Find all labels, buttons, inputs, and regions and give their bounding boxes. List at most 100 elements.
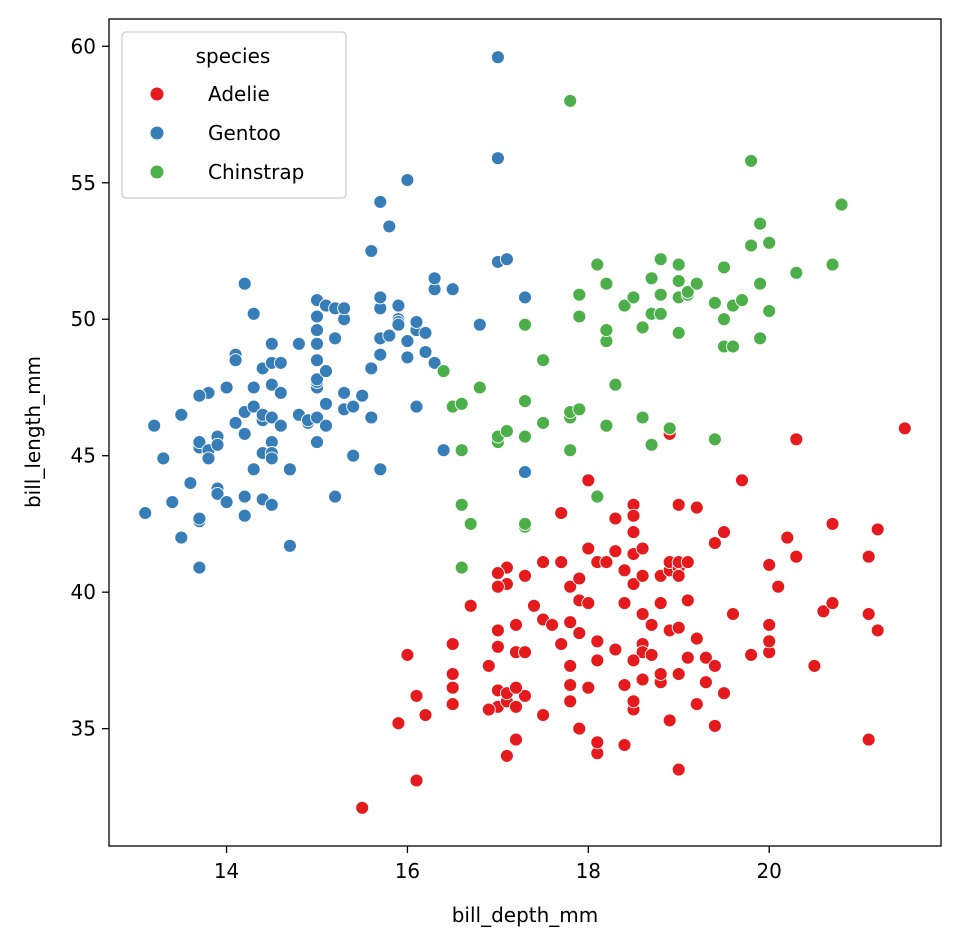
point-chinstrap-47	[680, 284, 695, 299]
point-gentoo-100	[409, 399, 424, 414]
point-chinstrap-41	[662, 421, 677, 436]
point-adelie-99	[680, 650, 695, 665]
point-adelie-111	[735, 473, 749, 488]
point-chinstrap-31	[617, 298, 632, 313]
point-gentoo-96	[400, 173, 415, 187]
points-layer	[138, 50, 912, 815]
point-chinstrap-53	[717, 260, 731, 275]
point-gentoo-108	[472, 317, 487, 332]
point-adelie-34	[490, 639, 505, 654]
point-adelie-83	[644, 617, 659, 632]
point-gentoo-92	[391, 298, 406, 313]
point-gentoo-64	[310, 309, 324, 324]
point-adelie-36	[490, 623, 505, 638]
point-gentoo-23	[228, 353, 243, 368]
point-adelie-66	[617, 596, 632, 611]
point-adelie-32	[509, 680, 523, 695]
point-gentoo-51	[282, 538, 297, 553]
point-gentoo-48	[273, 355, 288, 370]
point-adelie-54	[581, 541, 596, 556]
point-chinstrap-62	[762, 304, 777, 318]
point-gentoo-106	[436, 443, 451, 458]
point-adelie-53	[572, 571, 587, 586]
point-gentoo-56	[310, 435, 324, 450]
point-chinstrap-17	[536, 415, 551, 430]
y-tick-label-50: 50	[71, 307, 96, 331]
x-tick-label-14: 14	[214, 859, 239, 883]
point-chinstrap-44	[671, 274, 686, 288]
point-gentoo-46	[273, 418, 288, 433]
point-adelie-35	[518, 645, 532, 660]
point-gentoo-71	[328, 489, 343, 504]
point-chinstrap-59	[753, 331, 768, 346]
legend-marker-gentoo	[150, 126, 164, 140]
point-gentoo-50	[282, 462, 297, 477]
point-chinstrap-10	[499, 424, 514, 439]
point-chinstrap-25	[590, 257, 605, 272]
point-gentoo-101	[418, 325, 433, 340]
point-gentoo-41	[264, 410, 279, 425]
point-gentoo-76	[337, 301, 352, 316]
point-gentoo-5	[174, 407, 189, 422]
point-chinstrap-23	[572, 287, 587, 302]
point-adelie-75	[626, 577, 641, 591]
point-chinstrap-64	[789, 265, 804, 280]
point-gentoo-4	[174, 530, 189, 545]
point-gentoo-66	[319, 364, 333, 379]
point-adelie-57	[581, 596, 596, 611]
point-gentoo-47	[273, 385, 288, 400]
point-chinstrap-45	[671, 257, 686, 272]
point-gentoo-19	[210, 486, 225, 501]
point-adelie-3	[499, 748, 514, 763]
point-chinstrap-50	[707, 295, 722, 310]
point-adelie-118	[780, 530, 795, 545]
point-adelie-86	[644, 647, 659, 662]
point-chinstrap-4	[454, 497, 469, 512]
point-gentoo-25	[237, 426, 252, 441]
point-chinstrap-26	[599, 418, 614, 433]
point-adelie-48	[563, 658, 578, 673]
point-adelie-42	[554, 506, 569, 520]
point-adelie-123	[825, 516, 840, 531]
point-adelie-63	[608, 544, 623, 559]
point-gentoo-84	[373, 347, 388, 362]
point-adelie-8	[707, 718, 722, 733]
point-adelie-0	[355, 800, 370, 815]
point-adelie-129	[897, 421, 912, 436]
point-gentoo-40	[264, 377, 279, 392]
point-adelie-125	[870, 522, 885, 537]
point-gentoo-21	[219, 380, 234, 395]
point-chinstrap-12	[518, 516, 532, 531]
point-adelie-11	[418, 708, 433, 722]
x-tick-label-20: 20	[756, 859, 781, 883]
point-chinstrap-67	[563, 93, 578, 108]
point-adelie-30	[518, 688, 532, 703]
legend-box	[121, 31, 347, 199]
point-gentoo-11	[192, 435, 207, 450]
point-chinstrap-42	[671, 325, 686, 340]
point-adelie-5	[590, 735, 605, 750]
point-chinstrap-63	[762, 235, 777, 250]
point-chinstrap-61	[753, 216, 768, 231]
point-chinstrap-66	[834, 197, 849, 212]
point-adelie-98	[671, 667, 686, 681]
point-gentoo-62	[310, 336, 324, 351]
point-adelie-64	[608, 511, 623, 526]
point-chinstrap-16	[536, 353, 551, 368]
point-chinstrap-60	[753, 276, 768, 291]
point-adelie-60	[581, 680, 596, 695]
point-adelie-88	[653, 596, 668, 611]
point-adelie-58	[590, 634, 605, 649]
point-adelie-6	[617, 738, 632, 752]
point-gentoo-49	[264, 336, 279, 351]
point-chinstrap-33	[635, 320, 650, 335]
point-adelie-70	[626, 694, 641, 709]
point-chinstrap-52	[717, 312, 731, 327]
point-gentoo-83	[373, 462, 388, 477]
point-adelie-107	[671, 497, 686, 512]
legend-marker-adelie	[150, 87, 164, 101]
point-gentoo-31	[246, 399, 261, 414]
point-adelie-67	[608, 642, 623, 657]
point-chinstrap-58	[744, 153, 759, 168]
point-adelie-16	[445, 637, 460, 651]
